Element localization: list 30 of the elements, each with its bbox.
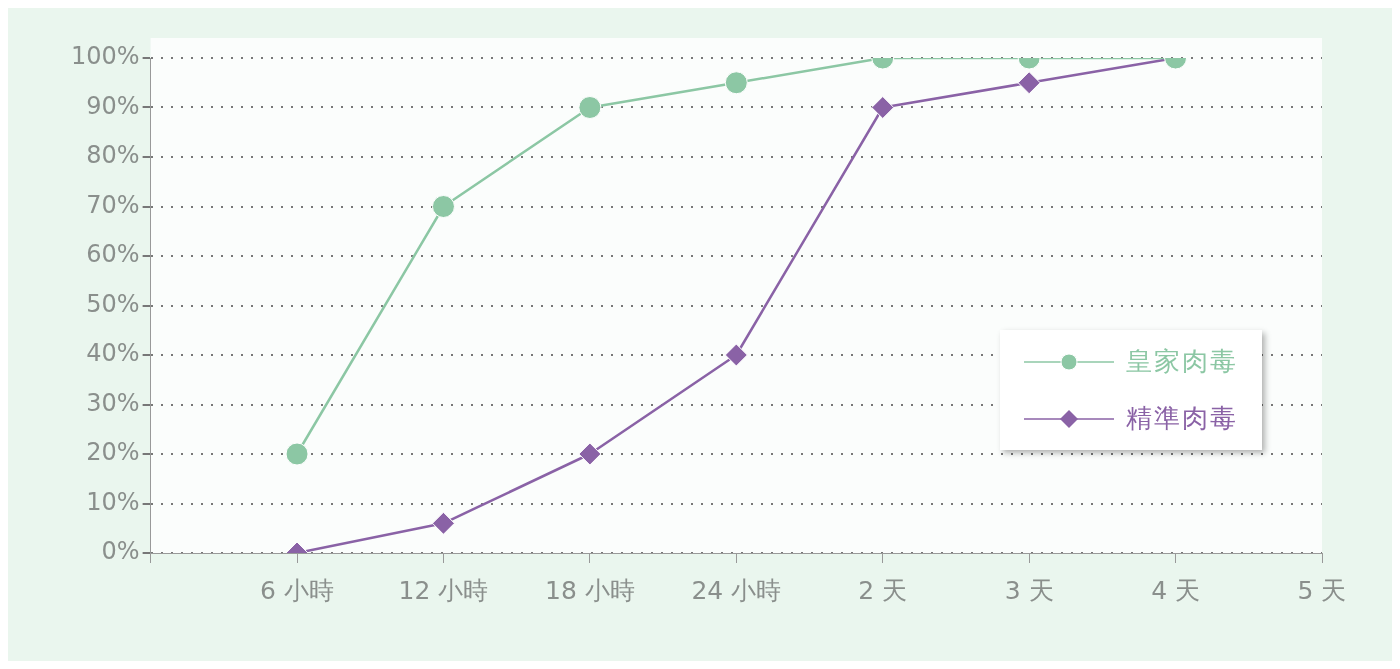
y-tick-label: 50% xyxy=(86,289,140,318)
x-tick-label: 4 天 xyxy=(1151,575,1201,605)
x-tick-label: 3 天 xyxy=(1004,575,1054,605)
x-tick-label: 18 小時 xyxy=(545,575,635,605)
point xyxy=(578,442,602,466)
x-tick-label: 6 小時 xyxy=(260,575,334,605)
y-tick-label: 0% xyxy=(101,537,140,566)
x-tick-label: 5 天 xyxy=(1297,575,1347,605)
x-tick-label: 24 小時 xyxy=(691,575,782,605)
y-tick-label: 80% xyxy=(86,141,140,170)
point xyxy=(724,71,748,95)
y-tick-label: 90% xyxy=(86,91,140,120)
y-tick-label: 10% xyxy=(86,487,140,516)
point xyxy=(285,442,309,466)
point xyxy=(431,195,455,218)
point xyxy=(871,96,895,119)
point xyxy=(724,343,748,367)
point xyxy=(431,511,455,535)
point xyxy=(1017,71,1041,95)
point xyxy=(578,96,602,119)
y-tick-label: 40% xyxy=(86,339,140,368)
legend-label: 皇家肉毒 xyxy=(1126,345,1238,379)
y-tick-label: 100% xyxy=(70,42,140,71)
x-tick-label: 12 小時 xyxy=(398,575,489,605)
x-tick-label: 2 天 xyxy=(858,575,908,605)
legend-label: 精準肉毒 xyxy=(1126,402,1238,436)
y-tick-label: 30% xyxy=(86,388,140,417)
y-tick-label: 70% xyxy=(86,190,140,219)
y-tick-label: 60% xyxy=(86,240,140,269)
y-tick-label: 20% xyxy=(86,438,140,467)
